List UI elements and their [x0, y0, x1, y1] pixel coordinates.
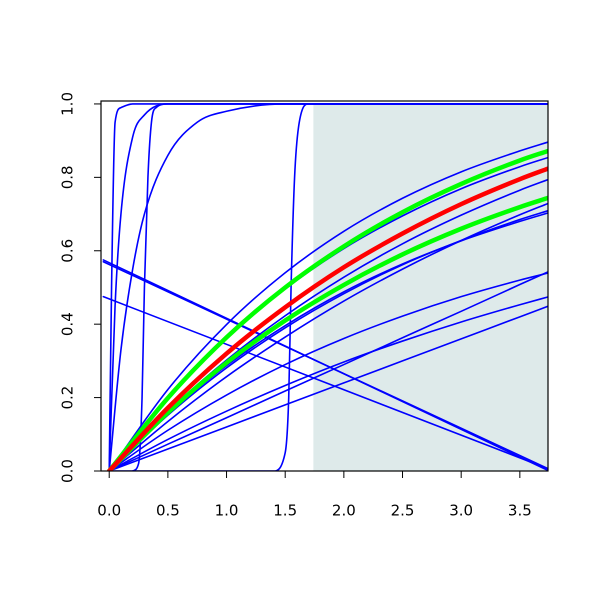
series-line [108, 296, 548, 471]
series-line [106, 166, 548, 471]
series-line [108, 209, 548, 471]
series-line [108, 272, 548, 471]
y-tick-label: 0.2 [59, 386, 77, 410]
x-tick-label: 3.0 [449, 502, 473, 520]
series-line [108, 270, 548, 471]
x-tick-label: 3.5 [508, 502, 532, 520]
y-tick-label: 1.0 [59, 92, 77, 116]
series-line [106, 195, 548, 471]
x-tick-label: 2.0 [332, 502, 356, 520]
y-tick-label: 0.8 [59, 165, 77, 189]
x-tick-label: 0.5 [156, 502, 180, 520]
series-line [108, 141, 548, 471]
series-line [108, 202, 548, 471]
x-tick-label: 2.5 [391, 502, 415, 520]
plot-frame [100, 100, 549, 472]
x-tick-label: 0.0 [97, 502, 121, 520]
x-tick-label: 1.0 [215, 502, 239, 520]
x-tick-label: 1.5 [273, 502, 297, 520]
y-tick-label: 0.0 [59, 459, 77, 483]
series-line [106, 148, 548, 471]
series-line [108, 305, 548, 471]
axis-layer: 0.0 0.5 1.0 1.5 2.0 2.5 3.0 3.5 0.0 0.2 0.4 0.6 0.8 1… [59, 92, 532, 519]
series-line [102, 295, 548, 470]
y-tick-label: 0.6 [59, 239, 77, 263]
series-line [102, 260, 548, 470]
series-layer [102, 103, 548, 471]
y-tick-label: 0.4 [59, 312, 77, 336]
